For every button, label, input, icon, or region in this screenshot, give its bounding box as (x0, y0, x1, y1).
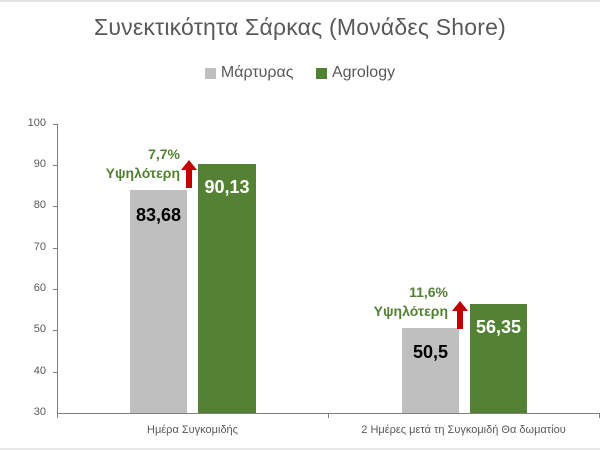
y-tick-label: 50 (33, 323, 46, 335)
bar-agrology-harvest-day[interactable] (198, 164, 256, 413)
y-tick-label: 70 (33, 241, 46, 253)
y-tick-label: 40 (33, 365, 46, 377)
arrow-up-icon (452, 301, 468, 329)
y-tick-label: 30 (33, 406, 46, 418)
bar-control-2-days-after[interactable] (402, 328, 459, 413)
legend-swatch-control-icon (204, 67, 216, 79)
bar-value-label: 50,5 (412, 342, 449, 362)
y-tick (53, 165, 57, 166)
y-tick (53, 206, 57, 207)
bar-value-label: 56,35 (475, 317, 522, 337)
y-axis (57, 124, 58, 413)
bar-value-label: 83,68 (135, 205, 182, 225)
legend-item-control[interactable]: Μάρτυρας (204, 64, 294, 82)
x-tick (328, 413, 329, 418)
increase-percent: 11,6% (409, 284, 448, 300)
bar-control-harvest-day[interactable] (130, 190, 187, 413)
y-tick-label: 100 (27, 117, 46, 129)
x-tick (57, 413, 58, 418)
legend: Μάρτυρας Agrology (0, 64, 600, 84)
y-tick (53, 289, 57, 290)
legend-swatch-agrology-icon (315, 67, 327, 79)
bar-agrology-2-days-after[interactable] (470, 304, 527, 413)
frame-bottom-border (0, 448, 600, 450)
chart-title: Συνεκτικότητα Σάρκας (Μονάδες Shore) (93, 14, 506, 40)
arrow-up-icon (181, 160, 197, 188)
increase-text: Υψηλότερη (105, 165, 180, 181)
y-tick-label: 90 (33, 158, 46, 170)
y-tick (53, 248, 57, 249)
y-tick (53, 124, 57, 125)
legend-label-agrology: Agrology (331, 64, 396, 81)
increase-percent: 7,7% (148, 146, 180, 162)
legend-label-control: Μάρτυρας (220, 64, 294, 81)
x-category-label: Ημέρα Συγκομιδής (147, 424, 238, 436)
y-tick (53, 372, 57, 373)
x-category-label: 2 Ημέρες μετά τη Συγκομιδή Θα δωματίου (361, 424, 566, 436)
increase-text: Υψηλότερη (373, 303, 448, 319)
y-tick-label: 80 (33, 199, 46, 211)
frame-top-border (0, 0, 600, 2)
legend-item-agrology[interactable]: Agrology (315, 64, 396, 82)
y-tick (53, 330, 57, 331)
y-tick-label: 60 (33, 282, 46, 294)
bar-value-label: 90,13 (204, 177, 250, 197)
